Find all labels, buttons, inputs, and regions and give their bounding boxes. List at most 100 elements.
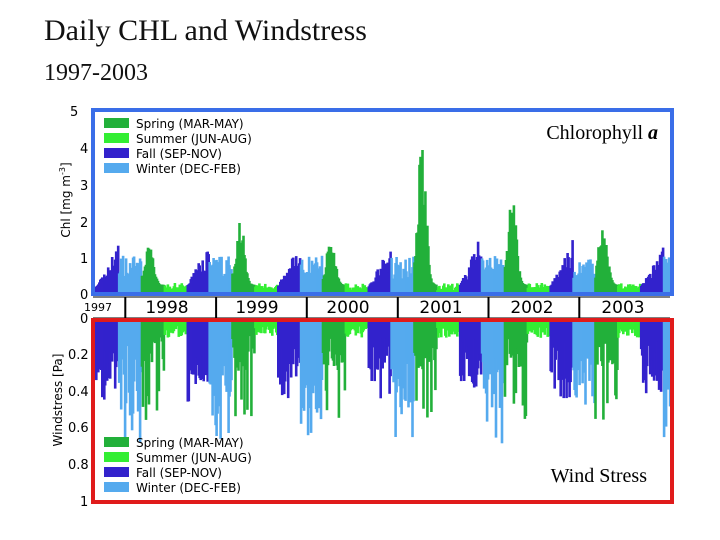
wind-bar-fall <box>379 320 382 399</box>
wind-bar-spring <box>246 320 249 410</box>
wind-bar-summer <box>440 320 443 338</box>
wind-tick-label: 0.8 <box>68 458 89 473</box>
chl-bar-winter <box>218 256 221 294</box>
wind-bar-fall <box>103 320 107 386</box>
wind-bar-spring <box>594 320 597 419</box>
chl-tick-label: 4 <box>80 142 88 157</box>
legend-swatch-winter <box>104 163 129 173</box>
wind-bar-fall <box>383 320 386 363</box>
chl-bar-winter <box>208 262 211 294</box>
wind-bar-winter <box>591 320 594 397</box>
wind-bar-spring <box>602 320 605 420</box>
wind-bar-summer <box>445 320 448 338</box>
wind-bar-fall <box>279 320 282 385</box>
wind-bar-winter <box>482 320 486 389</box>
wind-bar-spring <box>435 320 438 350</box>
wind-bar-winter <box>490 320 494 408</box>
legend-label-fall: Fall (SEP-NOV) <box>136 147 222 161</box>
chl-bar-winter <box>135 262 139 294</box>
wind-panel-frame <box>91 318 674 504</box>
chl-bar-spring <box>424 191 427 294</box>
wind-tick-label: 1 <box>80 495 88 510</box>
wind-tick-label: 0.4 <box>68 385 89 400</box>
wind-bar-spring <box>253 320 256 354</box>
chl-bars <box>95 150 673 294</box>
wind-bar-spring <box>147 320 151 405</box>
legend-label-fall: Fall (SEP-NOV) <box>136 466 222 480</box>
chl-tick-label: 3 <box>80 179 88 194</box>
wind-bar-winter <box>119 320 123 410</box>
chl-bar-winter <box>121 255 125 294</box>
wind-bar-fall <box>187 320 191 402</box>
wind-bar-winter <box>395 320 398 393</box>
wind-bar-summer <box>624 320 627 332</box>
wind-bar-winter <box>211 320 214 416</box>
wind-bar-summer <box>539 320 543 338</box>
chl-bar-summer <box>361 283 365 294</box>
wind-bar-spring <box>524 320 528 416</box>
wind-bar-summer <box>167 320 171 337</box>
year-label-2003: 2003 <box>601 298 644 318</box>
windstress-axis: 0 0.2 0.4 0.6 0.8 1 Windstress [Pa] <box>51 312 94 510</box>
legend-swatch-fall <box>104 148 129 158</box>
wind-bar-spring <box>424 320 427 359</box>
chl-bar-winter <box>399 262 402 294</box>
chl-bar-summer <box>629 284 632 294</box>
wind-bar-winter <box>306 320 310 436</box>
chl-bar-summer <box>438 285 441 294</box>
legend-swatch-winter <box>104 482 129 492</box>
wind-bar-fall <box>655 320 659 381</box>
legend-label-spring: Spring (MAR-MAY) <box>136 436 244 450</box>
wind-bar-winter <box>575 320 578 398</box>
wind-legend: Spring (MAR-MAY) Summer (JUN-AUG) Fall (… <box>104 436 252 495</box>
wind-bar-summer <box>635 320 639 338</box>
chl-bar-summer <box>618 284 621 294</box>
wind-bar-fall <box>659 320 663 392</box>
chl-panel-frame <box>91 108 674 296</box>
chl-y-axis-label: Chl [mg m-3] <box>58 162 73 237</box>
chl-bar-fall <box>571 240 574 294</box>
legend-label-spring: Spring (MAR-MAY) <box>136 117 244 131</box>
chl-bar-summer <box>354 284 358 294</box>
wind-bar-spring <box>162 320 166 371</box>
wind-bar-fall <box>460 320 464 376</box>
wind-bars <box>95 320 673 444</box>
chl-bar-winter <box>220 256 223 294</box>
wind-bar-winter <box>124 320 128 404</box>
chl-bar-winter <box>307 256 311 294</box>
chl-bar-summer <box>620 283 623 294</box>
wind-bar-fall <box>472 320 476 388</box>
legend-swatch-summer <box>104 452 129 462</box>
wind-bar-fall <box>370 320 373 381</box>
wind-bar-spring <box>141 320 145 407</box>
chl-bar-winter <box>320 255 324 294</box>
wind-bar-summer <box>543 320 547 335</box>
legend-swatch-fall <box>104 467 129 477</box>
wind-bar-winter <box>392 320 395 383</box>
figure-background <box>48 103 678 510</box>
wind-bar-spring <box>155 320 159 411</box>
year-label-2002: 2002 <box>510 298 553 318</box>
wind-bar-summer <box>528 320 532 332</box>
wind-bar-winter <box>138 320 142 443</box>
chl-bar-summer <box>528 284 532 294</box>
wind-bar-winter <box>662 320 666 438</box>
chl-tick-label: 2 <box>80 216 88 231</box>
year-label-1997: 1997 <box>84 301 112 314</box>
chl-bar-spring <box>435 284 438 294</box>
chl-bar-summer <box>547 286 550 294</box>
legend-swatch-summer <box>104 133 129 143</box>
chl-bar-summer <box>346 283 350 294</box>
year-label-2000: 2000 <box>326 298 369 318</box>
wind-bar-fall <box>563 320 566 379</box>
wind-bar-spring <box>514 320 518 394</box>
year-label-1998: 1998 <box>145 298 188 318</box>
wind-bar-spring <box>521 320 525 406</box>
wind-bar-winter <box>400 320 403 415</box>
wind-tick-label: 0 <box>80 312 88 327</box>
legend-label-summer: Summer (JUN-AUG) <box>136 451 252 465</box>
wind-bar-spring <box>422 320 425 409</box>
wind-panel-title: Wind Stress <box>551 465 648 487</box>
wind-bar-spring <box>616 320 619 370</box>
